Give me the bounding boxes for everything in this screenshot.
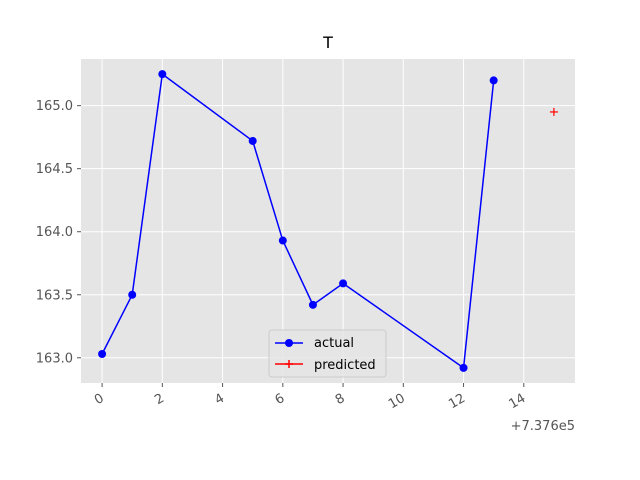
series-actual-point: [128, 290, 137, 299]
plot-area: [81, 59, 575, 383]
x-tick-label: 10: [386, 391, 408, 412]
x-tick-label: 14: [506, 391, 528, 412]
y-axis: 163.0 163.5 164.0 164.5 165.0: [36, 99, 81, 366]
legend-predicted-marker: [285, 360, 293, 368]
series-layer: [98, 70, 558, 372]
chart-title: T: [322, 33, 333, 52]
series-actual-point: [308, 300, 317, 309]
series-actual-point: [459, 363, 468, 372]
y-tick-label: 163.5: [36, 288, 73, 303]
series-predicted-point: [549, 107, 558, 116]
series-actual-point: [158, 70, 167, 79]
legend-box: [268, 329, 387, 378]
legend: actual predicted: [268, 329, 387, 378]
series-actual-point: [98, 350, 107, 359]
legend-actual-label: actual: [314, 336, 354, 351]
legend-predicted-label: predicted: [314, 358, 376, 373]
x-offset-label: +7.376e5: [511, 419, 575, 434]
legend-actual-marker: [285, 339, 293, 347]
x-tick-label: 12: [446, 391, 468, 412]
grid-lines: [81, 59, 575, 383]
y-tick-label: 163.0: [36, 351, 73, 366]
series-actual-point: [489, 76, 498, 85]
series-actual-point: [278, 236, 287, 245]
y-tick-label: 164.5: [36, 162, 73, 177]
y-tick-label: 165.0: [36, 99, 73, 114]
y-tick-label: 164.0: [36, 225, 73, 240]
series-actual-point: [248, 136, 257, 145]
series-actual-point: [339, 279, 348, 288]
